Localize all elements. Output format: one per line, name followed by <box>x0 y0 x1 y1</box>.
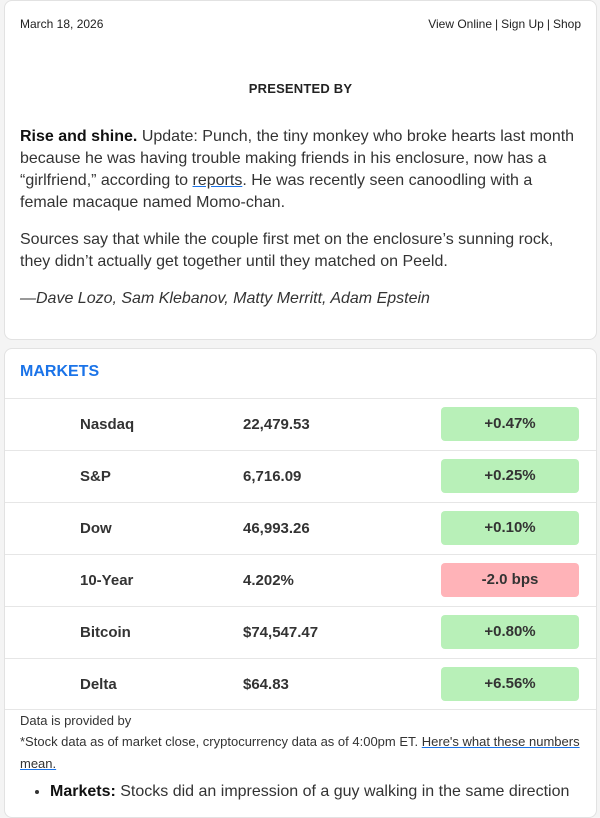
bullet-text: Stocks did an impression of a guy walkin… <box>115 783 570 800</box>
intro-paragraph: Rise and shine. Update: Punch, the tiny … <box>20 126 582 214</box>
market-row-delta: Delta $64.83 +6.56% <box>5 658 596 710</box>
market-summary-list: Markets: Stocks did an impression of a g… <box>20 781 585 803</box>
market-row-dow: Dow 46,993.26 +0.10% <box>5 502 596 554</box>
market-change-badge: -2.0 bps <box>441 563 579 597</box>
market-change-badge: +0.80% <box>441 615 579 649</box>
link-separator: | <box>495 17 499 31</box>
reports-link[interactable]: reports <box>192 172 243 189</box>
view-online-link[interactable]: View Online <box>428 17 493 31</box>
presented-by-label: PRESENTED BY <box>248 81 353 96</box>
intro-card: March 18, 2026 View Online | Sign Up | Shop … <box>4 0 597 340</box>
market-name: Nasdaq <box>80 416 135 433</box>
author-signoff: —Dave Lozo, Sam Klebanov, Matty Merritt,… <box>20 290 430 307</box>
market-row-sp: S&P 6,716.09 +0.25% <box>5 450 596 502</box>
market-change-badge: +0.25% <box>441 459 579 493</box>
market-name: Bitcoin <box>80 624 131 641</box>
bullet-label: Markets: <box>50 783 116 800</box>
market-name: S&P <box>80 468 111 485</box>
sign-up-link[interactable]: Sign Up <box>501 17 544 31</box>
market-name: Delta <box>80 676 117 693</box>
market-row-10-year: 10-Year 4.202% -2.0 bps <box>5 554 596 606</box>
market-name: 10-Year <box>80 572 134 589</box>
link-separator: | <box>546 17 550 31</box>
market-value: 22,479.53 <box>243 416 310 433</box>
market-change-badge: +6.56% <box>441 667 579 701</box>
markets-title: MARKETS <box>20 363 100 380</box>
market-value: 4.202% <box>243 572 294 589</box>
list-item: Markets: Stocks did an impression of a g… <box>50 781 585 803</box>
intro-paragraph-2: Sources say that while the couple first … <box>20 231 554 270</box>
numbers-explainer-link[interactable]: Here's what these numbers mean. <box>20 734 580 771</box>
shop-link[interactable]: Shop <box>552 17 581 31</box>
market-change-badge: +0.10% <box>441 511 579 545</box>
markets-card: MARKETS Nasdaq 22,479.53 +0.47% S&P 6,71… <box>4 348 597 818</box>
market-value: 46,993.26 <box>243 520 310 537</box>
market-row-nasdaq: Nasdaq 22,479.53 +0.47% <box>5 398 596 450</box>
market-row-bitcoin: Bitcoin $74,547.47 +0.80% <box>5 606 596 658</box>
intro-text-before-link: Update: Punch, the tiny monkey who broke… <box>20 128 575 189</box>
market-name: Dow <box>80 520 112 537</box>
data-provider-note: Data is provided by <box>20 713 132 728</box>
intro-text-after-link: . He was recently seen canoodling with a… <box>20 172 533 211</box>
market-change-badge: +0.47% <box>441 407 579 441</box>
footnote-text: *Stock data as of market close, cryptocu… <box>20 734 422 749</box>
header-links: View Online | Sign Up | Shop <box>428 17 581 31</box>
market-value: $74,547.47 <box>243 624 319 641</box>
issue-date: March 18, 2026 <box>20 17 104 31</box>
market-value: $64.83 <box>243 676 289 693</box>
intro-lead: Rise and shine. <box>20 128 138 145</box>
market-value: 6,716.09 <box>243 468 302 485</box>
stock-data-footnote: *Stock data as of market close, cryptocu… <box>20 731 585 775</box>
